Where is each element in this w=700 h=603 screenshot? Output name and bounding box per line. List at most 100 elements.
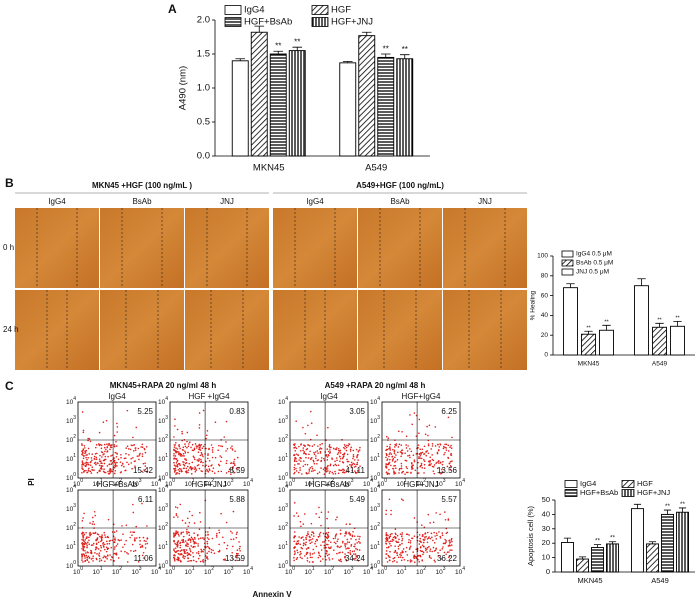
event-dot xyxy=(421,544,424,547)
event-dot xyxy=(190,473,193,475)
event-dot xyxy=(173,452,175,455)
axis-tick-label: 102 xyxy=(204,478,214,487)
event-dot xyxy=(91,459,93,462)
tick-exponent: 4 xyxy=(285,396,288,402)
event-dot xyxy=(357,450,360,452)
tick-exponent: 3 xyxy=(377,415,380,421)
event-dot xyxy=(325,543,328,546)
legend-label: HGF+JNJ xyxy=(637,488,670,497)
x-tick-label: A549 xyxy=(651,576,669,585)
wound-image xyxy=(358,208,442,288)
event-dot xyxy=(105,448,107,451)
event-dot xyxy=(354,465,357,468)
event-dot xyxy=(421,533,424,536)
event-dot xyxy=(402,548,405,550)
event-dot xyxy=(92,557,94,560)
event-dot xyxy=(326,468,329,470)
event-dot xyxy=(184,450,186,452)
event-dot xyxy=(102,421,105,424)
event-dot xyxy=(184,555,186,558)
event-dot xyxy=(132,436,134,439)
event-dot xyxy=(352,558,354,560)
event-dot xyxy=(394,528,397,530)
event-dot xyxy=(192,538,195,541)
bar xyxy=(676,511,689,573)
event-dot xyxy=(177,516,179,518)
tick-exponent: 3 xyxy=(139,478,142,484)
event-dot xyxy=(402,499,404,502)
event-dot xyxy=(176,472,179,474)
event-dot xyxy=(297,542,300,544)
event-dot xyxy=(294,443,296,445)
event-dot xyxy=(184,522,187,524)
event-dot xyxy=(355,538,357,541)
event-dot xyxy=(328,445,331,448)
tick-exponent: 3 xyxy=(139,566,142,572)
event-dot xyxy=(175,458,178,460)
event-dot xyxy=(219,455,221,457)
event-dot xyxy=(81,557,83,559)
event-dot xyxy=(418,534,421,536)
event-dot xyxy=(82,448,85,450)
event-dot xyxy=(428,554,431,557)
event-dot xyxy=(386,454,388,457)
event-dot xyxy=(354,470,356,472)
event-dot xyxy=(86,558,88,561)
wound-image xyxy=(185,208,269,288)
event-dot xyxy=(123,465,125,468)
event-dot xyxy=(232,510,235,513)
axis-tick-label: 103 xyxy=(158,503,168,512)
tick-base: 10 xyxy=(66,437,74,444)
event-dot xyxy=(398,472,400,474)
event-dot xyxy=(199,511,201,514)
error-bar xyxy=(648,541,657,544)
event-dot xyxy=(104,534,106,536)
event-dot xyxy=(350,446,353,449)
event-dot xyxy=(175,513,178,515)
axis-tick-label: 103 xyxy=(278,415,288,424)
event-dot xyxy=(358,449,361,451)
event-dot xyxy=(84,462,86,465)
event-dot xyxy=(81,520,84,522)
event-dot xyxy=(120,456,122,459)
event-dot xyxy=(421,451,424,454)
event-dot xyxy=(422,541,425,544)
tick-exponent: 1 xyxy=(100,478,103,484)
tick-base: 10 xyxy=(158,418,166,425)
event-dot xyxy=(202,445,205,448)
legend-swatch xyxy=(561,250,574,258)
event-dot xyxy=(186,542,188,544)
event-dot xyxy=(310,470,313,472)
y-tick-label: 100 xyxy=(537,253,548,260)
event-dot xyxy=(429,456,432,459)
event-dot xyxy=(344,555,346,558)
event-dot xyxy=(220,445,222,447)
event-dot xyxy=(108,442,110,445)
event-dot xyxy=(300,536,303,539)
event-dot xyxy=(218,531,221,534)
tick-exponent: 3 xyxy=(165,503,168,509)
event-dot xyxy=(417,446,419,449)
event-dot xyxy=(419,554,422,557)
event-dot xyxy=(196,445,199,448)
event-dot xyxy=(342,453,344,456)
event-dot xyxy=(395,444,397,447)
event-dot xyxy=(211,537,214,540)
y-tick-label: 0 xyxy=(546,567,550,576)
event-dot xyxy=(311,467,314,470)
event-dot xyxy=(325,468,328,470)
event-dot xyxy=(138,455,140,457)
event-dot xyxy=(450,544,453,546)
event-dot xyxy=(430,557,432,559)
event-dot xyxy=(180,470,183,473)
event-dot xyxy=(199,454,202,457)
axis-tick-label: 104 xyxy=(158,484,168,493)
event-dot xyxy=(300,525,302,528)
event-dot xyxy=(113,541,116,544)
event-dot xyxy=(87,437,89,440)
tick-exponent: 0 xyxy=(285,472,288,478)
plot-title: HGF +IgG4 xyxy=(188,392,230,401)
event-dot xyxy=(303,450,305,453)
x-tick-label: MKN45 xyxy=(577,576,602,585)
event-dot xyxy=(429,537,432,540)
